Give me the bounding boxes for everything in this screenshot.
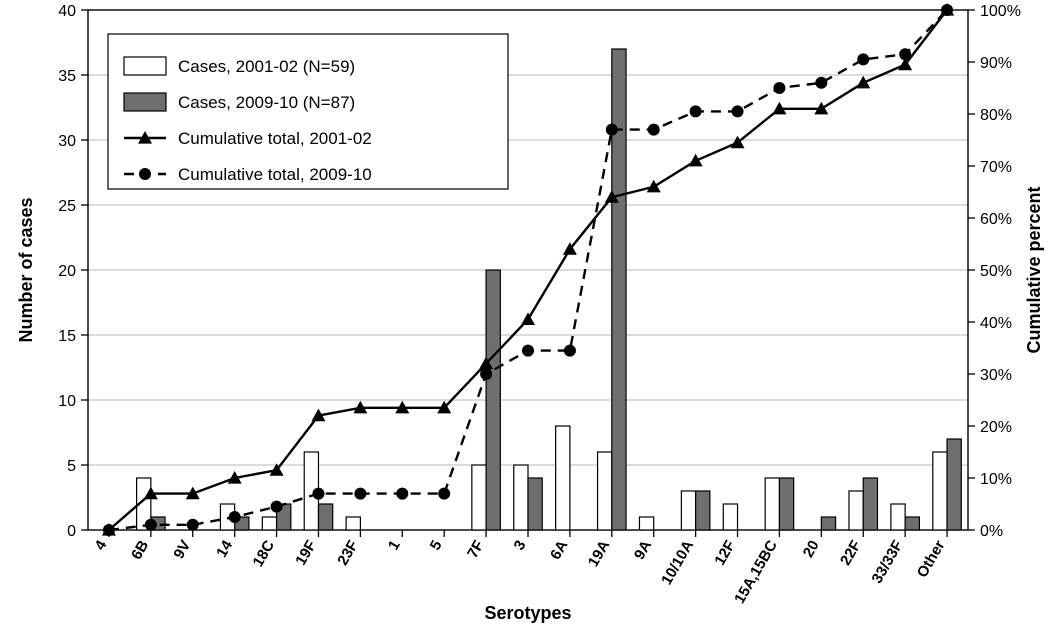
bar-cases-2009-10 xyxy=(947,439,961,530)
bar-cases-2001-02 xyxy=(514,465,528,530)
cum-2009-10-marker xyxy=(606,124,618,136)
y-left-tick-label: 40 xyxy=(58,3,76,20)
legend-marker xyxy=(139,168,151,180)
y-left-tick-label: 30 xyxy=(58,133,76,150)
cum-2009-10-marker xyxy=(229,511,241,523)
y-right-tick-label: 100% xyxy=(980,3,1021,20)
bar-cases-2009-10 xyxy=(528,478,542,530)
cum-2009-10-marker xyxy=(480,368,492,380)
cum-2009-10-marker xyxy=(354,488,366,500)
bar-cases-2009-10 xyxy=(779,478,793,530)
cum-2009-10-marker xyxy=(815,77,827,89)
legend-label: Cases, 2001-02 (N=59) xyxy=(178,57,355,76)
bar-cases-2009-10 xyxy=(696,491,710,530)
cum-2009-10-marker xyxy=(564,345,576,357)
cum-2009-10-marker xyxy=(438,488,450,500)
legend-swatch xyxy=(124,57,166,75)
cum-2009-10-marker xyxy=(396,488,408,500)
bar-cases-2001-02 xyxy=(849,491,863,530)
y-left-axis-title: Number of cases xyxy=(16,197,36,342)
bar-cases-2001-02 xyxy=(262,517,276,530)
y-left-tick-label: 20 xyxy=(58,263,76,280)
cum-2009-10-marker xyxy=(648,124,660,136)
bar-cases-2009-10 xyxy=(863,478,877,530)
y-right-tick-label: 30% xyxy=(980,367,1012,384)
bar-cases-2009-10 xyxy=(318,504,332,530)
bar-cases-2001-02 xyxy=(639,517,653,530)
bar-cases-2001-02 xyxy=(765,478,779,530)
y-right-axis-title: Cumulative percent xyxy=(1024,186,1044,353)
cum-2009-10-marker xyxy=(773,82,785,94)
bar-cases-2001-02 xyxy=(891,504,905,530)
bar-cases-2001-02 xyxy=(598,452,612,530)
bar-cases-2009-10 xyxy=(486,270,500,530)
cum-2009-10-marker xyxy=(857,53,869,65)
cum-2009-10-marker xyxy=(522,345,534,357)
y-left-tick-label: 35 xyxy=(58,68,76,85)
cum-2009-10-marker xyxy=(145,519,157,531)
legend-label: Cumulative total, 2001-02 xyxy=(178,129,372,148)
x-axis-title: Serotypes xyxy=(484,603,571,623)
y-right-tick-label: 90% xyxy=(980,55,1012,72)
cum-2009-10-marker xyxy=(899,48,911,60)
bar-cases-2009-10 xyxy=(612,49,626,530)
bar-cases-2001-02 xyxy=(933,452,947,530)
y-right-tick-label: 50% xyxy=(980,263,1012,280)
cum-2009-10-marker xyxy=(187,519,199,531)
chart-svg: 0 5 10 15 20 25 30 35 40 0% 10% 20% 30% 40% 50% 60% 70% 8… xyxy=(0,0,1050,631)
cum-2009-10-marker xyxy=(312,488,324,500)
y-right-tick-label: 20% xyxy=(980,419,1012,436)
cum-2009-10-marker xyxy=(103,524,115,536)
cum-2009-10-marker xyxy=(732,105,744,117)
y-right-tick-label: 0% xyxy=(980,523,1003,540)
legend-swatch xyxy=(124,93,166,111)
y-right-tick-label: 60% xyxy=(980,211,1012,228)
y-right-tick-label: 80% xyxy=(980,107,1012,124)
y-left-tick-label: 5 xyxy=(67,458,76,475)
y-left-tick-label: 0 xyxy=(67,523,76,540)
cum-2009-10-marker xyxy=(690,105,702,117)
y-left-tick-label: 25 xyxy=(58,198,76,215)
bar-cases-2001-02 xyxy=(723,504,737,530)
bar-cases-2009-10 xyxy=(905,517,919,530)
y-left-tick-label: 10 xyxy=(58,393,76,410)
bar-cases-2001-02 xyxy=(681,491,695,530)
legend-label: Cumulative total, 2009-10 xyxy=(178,165,372,184)
bar-cases-2001-02 xyxy=(346,517,360,530)
y-right-tick-label: 40% xyxy=(980,315,1012,332)
chart-container: 0 5 10 15 20 25 30 35 40 0% 10% 20% 30% 40% 50% 60% 70% 8… xyxy=(0,0,1050,631)
y-right-tick-label: 10% xyxy=(980,471,1012,488)
bar-cases-2001-02 xyxy=(472,465,486,530)
cum-2009-10-marker xyxy=(941,4,953,16)
bar-cases-2001-02 xyxy=(556,426,570,530)
legend-label: Cases, 2009-10 (N=87) xyxy=(178,93,355,112)
y-left-tick-label: 15 xyxy=(58,328,76,345)
bar-cases-2009-10 xyxy=(821,517,835,530)
y-right-tick-label: 70% xyxy=(980,159,1012,176)
cum-2009-10-marker xyxy=(271,501,283,513)
